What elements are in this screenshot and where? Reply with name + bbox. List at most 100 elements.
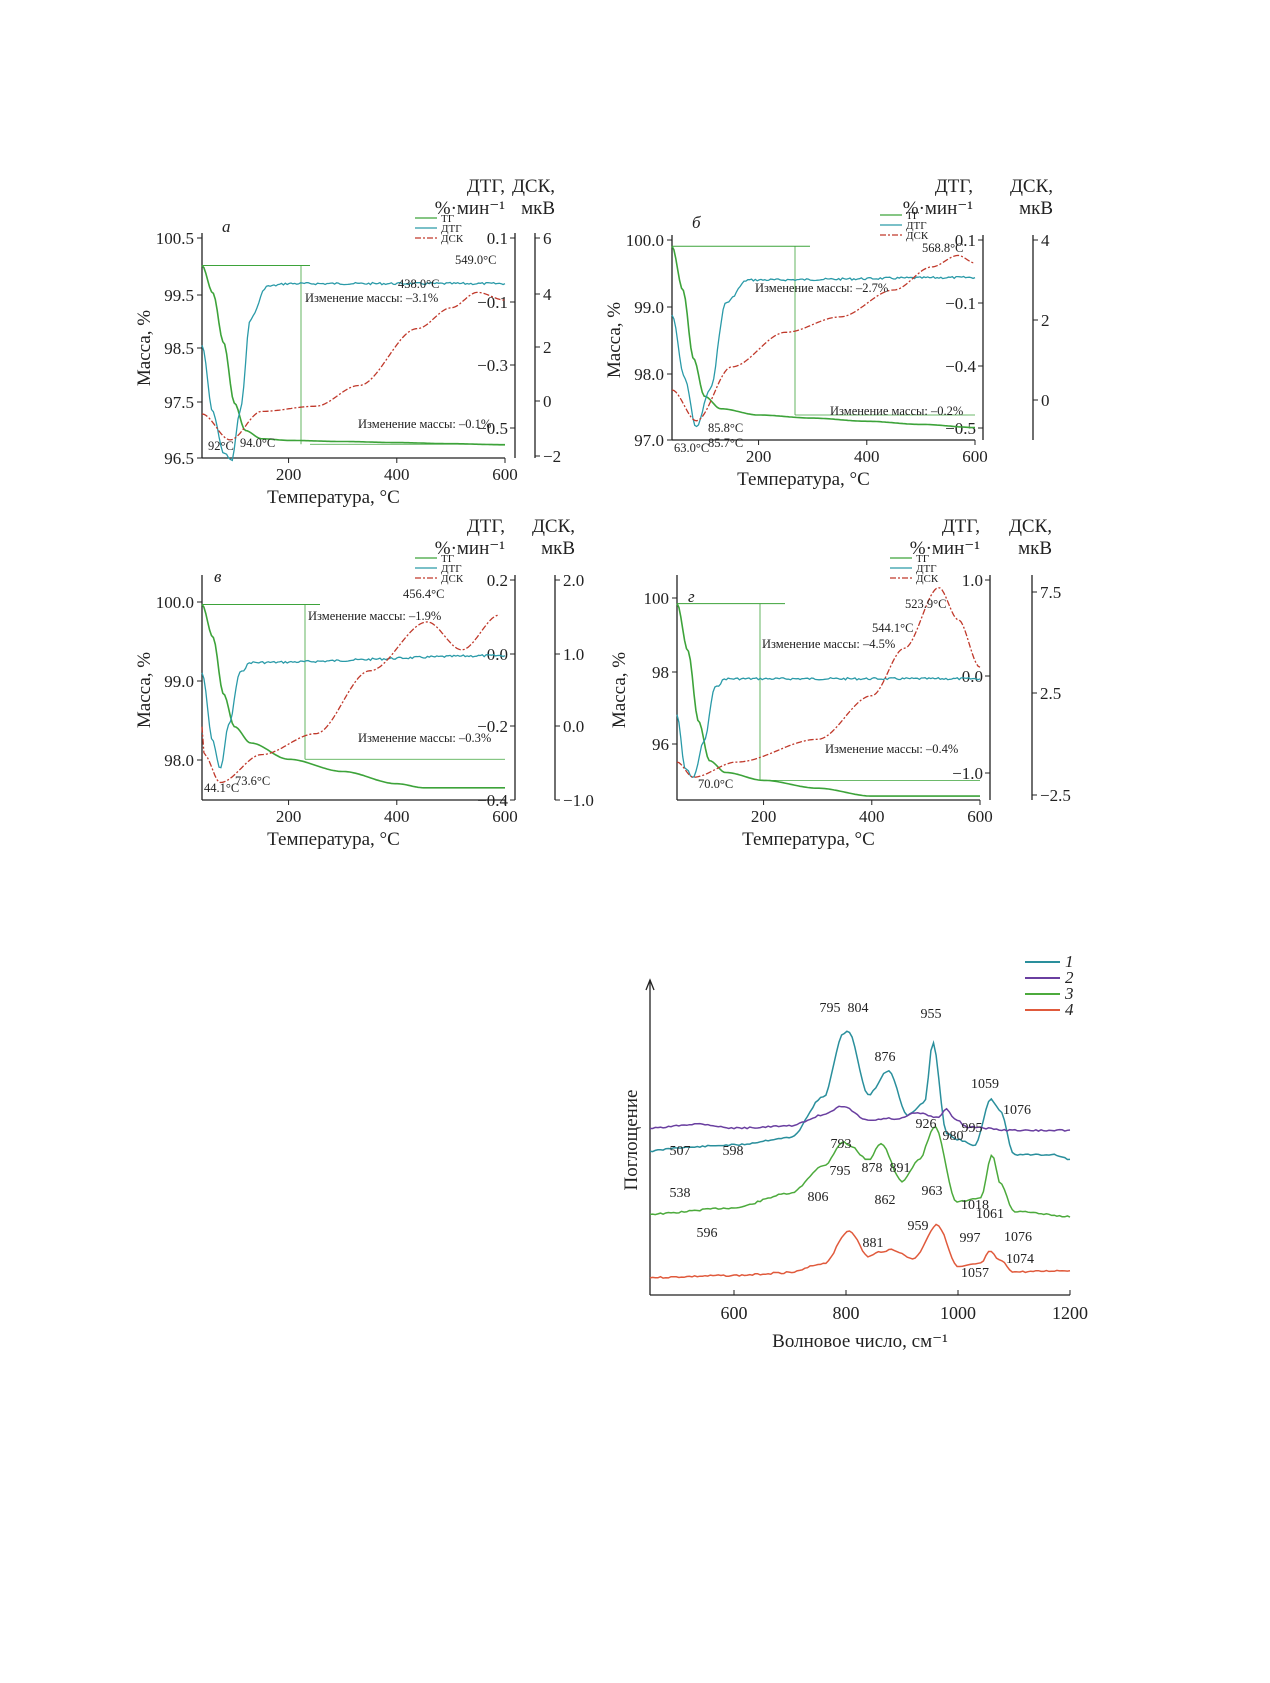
annotation-label: Изменение массы: –1.9% <box>308 609 441 623</box>
dsc-tick-label: −2.5 <box>1040 786 1071 805</box>
dsc-tick-label: 7.5 <box>1040 583 1061 602</box>
x-tick-label: 400 <box>384 465 410 484</box>
dsc-axis-label: ДСК, <box>1009 516 1052 537</box>
panel-letter: б <box>692 213 701 232</box>
ir-x-tick-label: 1000 <box>940 1303 976 1323</box>
dsc-tick-label: 1.0 <box>563 645 584 664</box>
dsc-tick-label: 0 <box>543 392 552 411</box>
tg-series-line <box>201 264 505 446</box>
ir-peak-label: 1059 <box>971 1077 999 1092</box>
annotation-label: 456.4°C <box>403 587 444 601</box>
ir-peak-label: 1074 <box>1006 1252 1034 1267</box>
annotation-label: 63.0°C <box>674 441 709 455</box>
dtg-tick-label: 0.0 <box>487 645 508 664</box>
dtg-tick-label: −0.5 <box>477 419 508 438</box>
x-tick-label: 400 <box>854 447 880 466</box>
dsc-tick-label: 4 <box>1041 231 1050 250</box>
dtg-axis-unit: %·мин⁻¹ <box>435 538 506 559</box>
annotation-label: 73.6°C <box>235 774 270 788</box>
ir-peak-label: 891 <box>890 1161 911 1176</box>
ir-peak-label: 1018 <box>961 1198 989 1213</box>
x-axis-label: Температура, °С <box>267 829 400 850</box>
legend-label: ДТГ <box>441 223 462 235</box>
ir-peak-label: 596 <box>697 1226 718 1241</box>
dsc-axis-unit: мкВ <box>541 538 575 559</box>
ir-peak-label: 1076 <box>1004 1230 1032 1245</box>
ir-peak-label: 1057 <box>961 1266 989 1281</box>
annotation-label: Изменение массы: –0.1% <box>358 417 491 431</box>
ir-x-tick-label: 1200 <box>1052 1303 1088 1323</box>
ir-peak-label: 795 <box>830 1164 851 1179</box>
y-tick-label: 98 <box>652 663 669 682</box>
ir-legend-label: 1 <box>1065 952 1074 971</box>
ir-x-tick-label: 800 <box>833 1303 860 1323</box>
y-axis-label: Масса, % <box>134 652 155 728</box>
y-tick-label: 97.5 <box>164 393 194 412</box>
dtg-tick-label: 0.2 <box>487 571 508 590</box>
dsc-series-line <box>201 614 500 784</box>
dsc-tick-label: 0.0 <box>563 717 584 736</box>
dtg-axis-label: ДТГ, <box>935 176 973 197</box>
ir-peak-label: 881 <box>863 1236 884 1251</box>
annotation-label: Изменение массы: –4.5% <box>762 637 895 651</box>
x-tick-label: 600 <box>962 447 988 466</box>
dtg-axis-unit: %·мин⁻¹ <box>910 538 981 559</box>
ir-peak-label: 806 <box>808 1190 829 1205</box>
annotation-label: Изменение массы: –3.1% <box>305 291 438 305</box>
dtg-axis-label: ДТГ, <box>467 516 505 537</box>
dtg-tick-label: −0.1 <box>945 294 976 313</box>
annotation-label: 94.0°C <box>240 436 275 450</box>
annotation-label: 549.0°C <box>455 253 496 267</box>
tga-panel-a: 200 400 600 100.5 99.5 98.5 97.5 96.5 0.1 −0.1 −0.… <box>134 176 561 508</box>
x-tick-label: 200 <box>751 807 777 826</box>
y-tick-label: 99.0 <box>634 298 664 317</box>
ir-x-tick-label: 600 <box>721 1303 748 1323</box>
dsc-tick-label: 4 <box>543 285 552 304</box>
x-tick-label: 600 <box>492 807 518 826</box>
ir-y-axis-label: Поглощение <box>621 1090 642 1191</box>
annotation-label: 85.7°C <box>708 436 743 450</box>
dtg-axis-label: ДТГ, <box>942 516 980 537</box>
ir-y-arrow <box>645 978 655 991</box>
ir-peak-label: 793 <box>831 1137 852 1152</box>
ir-peak-label: 995 <box>962 1121 983 1136</box>
y-tick-label: 98.5 <box>164 339 194 358</box>
dtg-tick-label: 0.1 <box>955 231 976 250</box>
dsc-axis-unit: мкВ <box>1019 198 1053 219</box>
ir-legend-label: 2 <box>1065 968 1074 987</box>
dsc-tick-label: 2 <box>1041 311 1050 330</box>
ir-peak-label: 878 <box>862 1161 883 1176</box>
annotation-label: 85.8°C <box>708 421 743 435</box>
dsc-series-line <box>201 291 506 441</box>
dtg-tick-label: −0.4 <box>945 357 976 376</box>
dtg-tick-label: −0.1 <box>477 293 508 312</box>
dsc-axis-unit: мкВ <box>1018 538 1052 559</box>
ir-x-axis-label: Волновое число, см⁻¹ <box>772 1331 948 1352</box>
dtg-tick-label: −0.5 <box>945 419 976 438</box>
x-tick-label: 400 <box>859 807 885 826</box>
ir-legend-label: 4 <box>1065 1000 1074 1019</box>
dsc-tick-label: 2.5 <box>1040 684 1061 703</box>
dsc-tick-label: −2 <box>543 447 561 466</box>
ir-peak-label: 1076 <box>1003 1103 1031 1118</box>
dtg-series-line <box>201 281 506 462</box>
x-tick-label: 200 <box>276 807 302 826</box>
panel-letter: а <box>222 217 231 236</box>
dsc-axis-label: ДСК, <box>532 516 575 537</box>
legend-label: ДТГ <box>441 563 462 575</box>
y-tick-label: 96 <box>652 735 669 754</box>
legend-label: ДСК <box>906 230 929 242</box>
ir-series-3-line <box>649 1126 1071 1218</box>
ir-peak-label: 963 <box>922 1184 943 1199</box>
legend-label: ДТГ <box>906 220 927 232</box>
y-tick-label: 100 <box>644 589 670 608</box>
ir-peak-label: 876 <box>875 1050 896 1065</box>
legend-label: ТГ <box>906 210 919 222</box>
legend-label: ДТГ <box>916 563 937 575</box>
dsc-tick-label: 0 <box>1041 391 1050 410</box>
dtg-tick-label: 0.0 <box>962 667 983 686</box>
x-tick-label: 600 <box>967 807 993 826</box>
legend-label: ТГ <box>441 213 454 225</box>
y-axis-label: Масса, % <box>604 302 625 378</box>
ir-peak-label: 980 <box>943 1129 964 1144</box>
